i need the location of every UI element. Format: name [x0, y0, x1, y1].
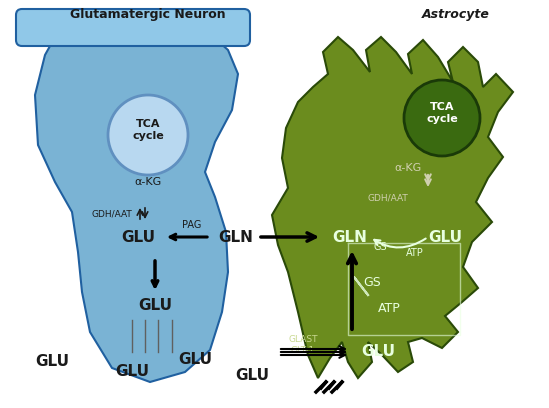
Text: GS: GS [373, 242, 387, 252]
Text: GLN: GLN [218, 229, 253, 244]
Text: ATP: ATP [378, 302, 401, 315]
Circle shape [108, 95, 188, 175]
Text: TCA
cycle: TCA cycle [426, 102, 458, 124]
Text: GLU: GLU [121, 229, 155, 244]
Text: GLU: GLU [115, 364, 149, 379]
FancyBboxPatch shape [16, 9, 250, 46]
Text: ATP: ATP [406, 248, 424, 258]
Text: GLAST
GLT-1: GLAST GLT-1 [288, 335, 318, 355]
Text: GLU: GLU [138, 297, 172, 313]
Text: TCA
cycle: TCA cycle [132, 119, 164, 141]
Polygon shape [272, 37, 513, 378]
Text: PAG: PAG [182, 220, 201, 230]
Text: Glutamatergic Neuron: Glutamatergic Neuron [70, 8, 226, 21]
Circle shape [404, 80, 480, 156]
Text: GLU: GLU [35, 355, 69, 370]
Text: GLU: GLU [235, 368, 269, 384]
Text: α-KG: α-KG [135, 177, 161, 187]
Text: GLU: GLU [428, 229, 462, 244]
Text: GLN: GLN [332, 229, 367, 244]
Text: GDH/AAT: GDH/AAT [92, 209, 132, 219]
Polygon shape [35, 21, 238, 382]
Text: GDH/AAT: GDH/AAT [368, 193, 408, 202]
Text: GLU: GLU [361, 344, 395, 359]
Text: GLU: GLU [178, 353, 212, 368]
Text: GS: GS [363, 277, 381, 290]
Text: α-KG: α-KG [394, 163, 422, 173]
Text: Astrocyte: Astrocyte [422, 8, 490, 21]
